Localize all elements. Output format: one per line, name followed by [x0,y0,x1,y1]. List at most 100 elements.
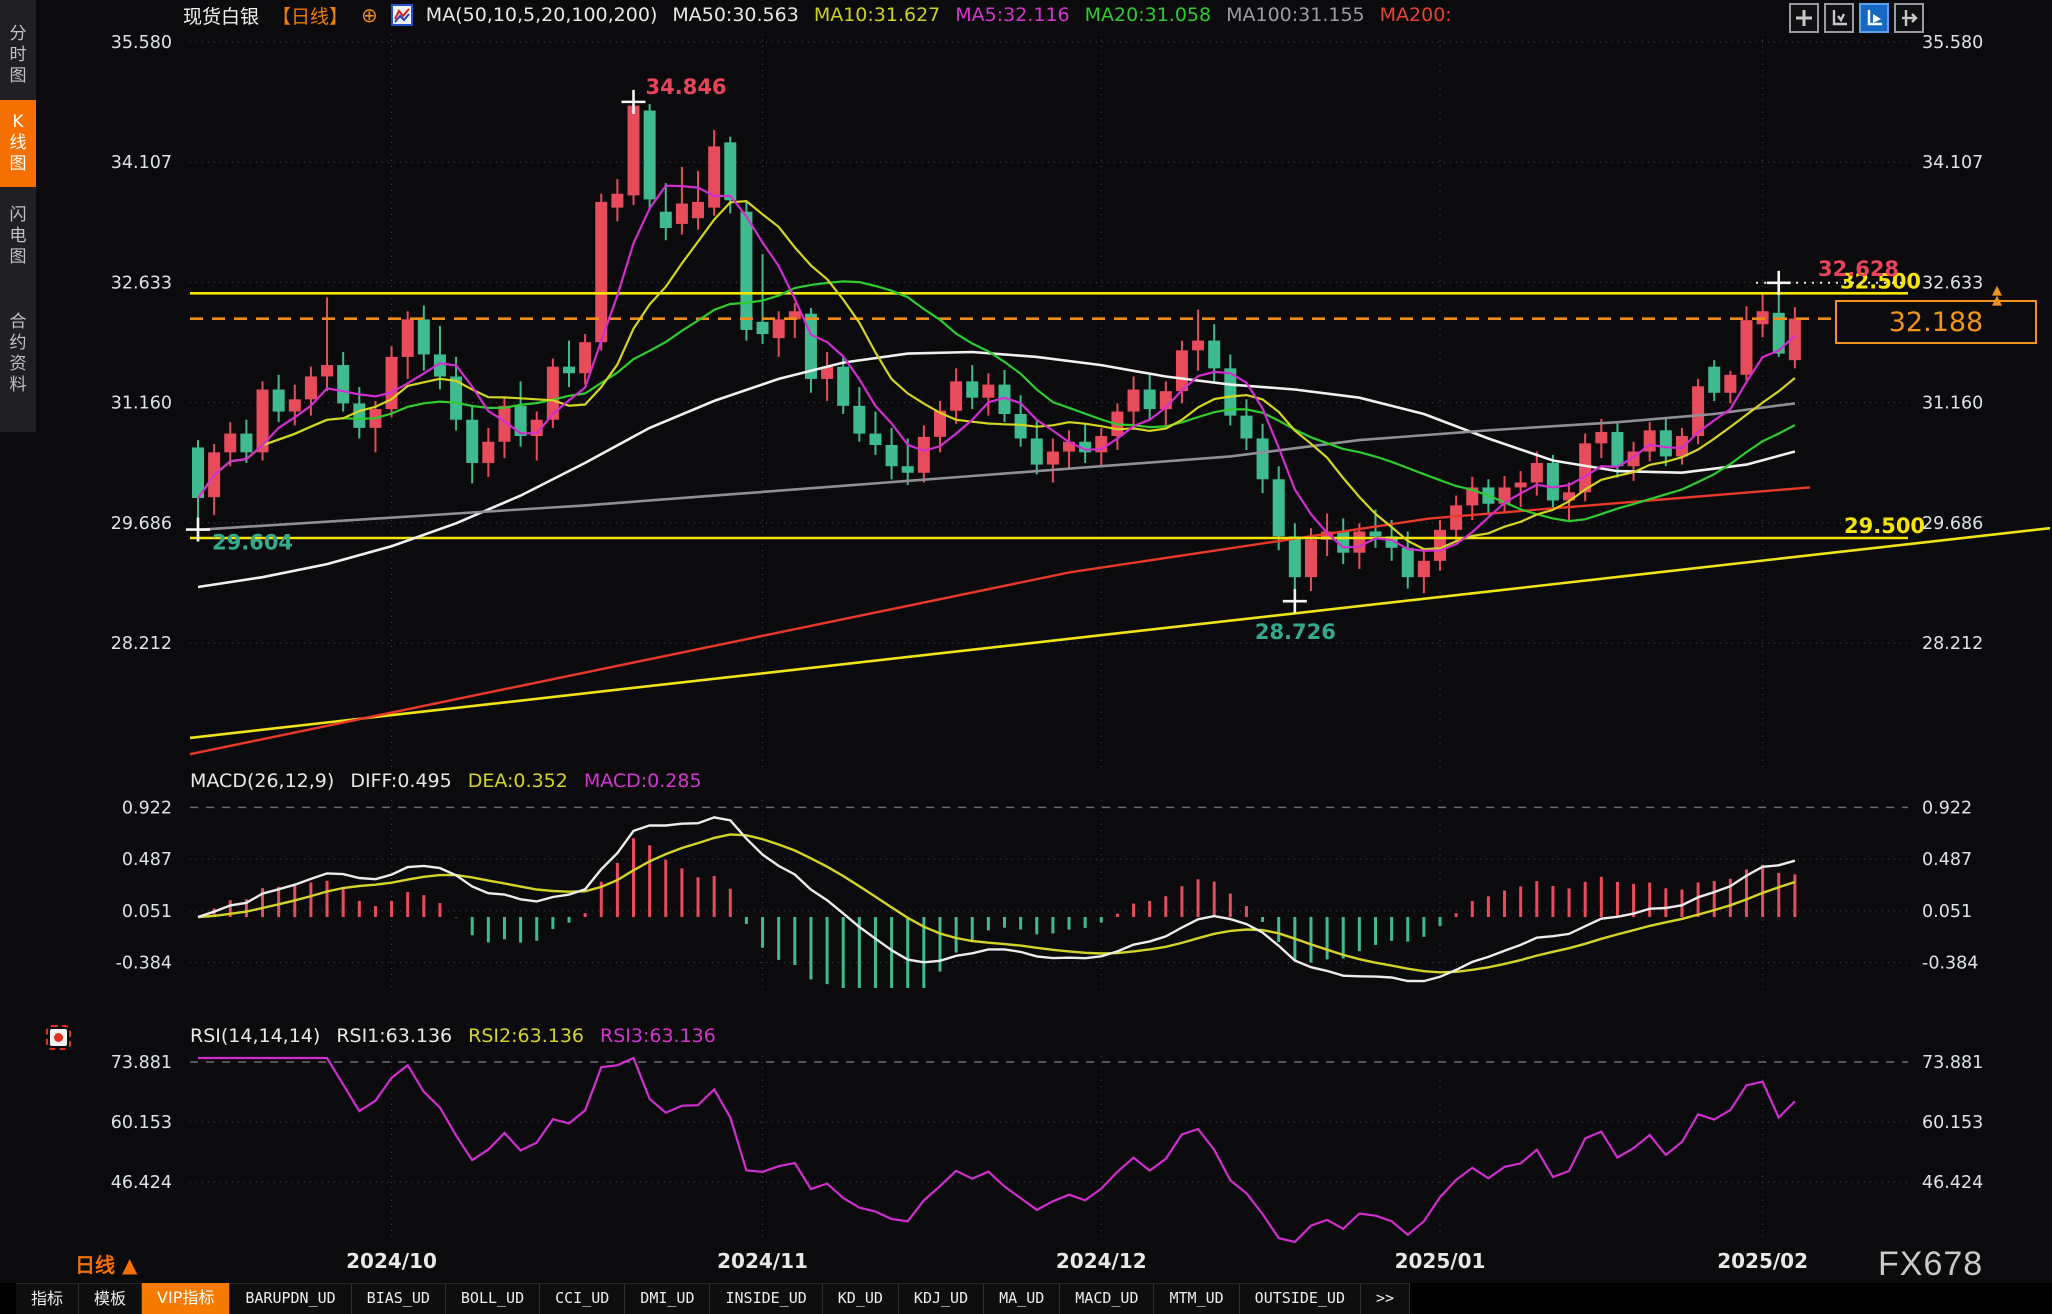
price-line-label: 32.500 [1840,269,1921,293]
candlestick-series [192,101,1801,602]
y-axis-label: 0.051 [122,902,172,922]
indicator-chart-icon[interactable] [390,4,413,26]
indicator-readout: RSI(14,14,14) [190,1025,321,1047]
extreme-price-label: 34.846 [646,75,727,99]
trendlines: 32.500 29.500 [189,269,2051,756]
x-axis-label: 2024/10 [346,1249,437,1273]
ma-readout: MA10:31.627 [813,4,941,26]
sidebar-tab-contract-info[interactable]: 合约资料 [0,288,36,420]
indicator-readout: RSI1:63.136 [336,1025,453,1047]
y-axis-label: 0.487 [122,850,172,870]
toolbar-button-mtm_ud[interactable]: MTM_UD [1154,1283,1240,1314]
x-axis-label: 2024/11 [717,1249,808,1273]
toolbar-button-ma_ud[interactable]: MA_UD [984,1283,1061,1314]
extreme-price-label: 28.726 [1255,620,1336,644]
y-axis-label: 0.922 [122,798,172,818]
toolbar-button--[interactable]: 指标 [16,1283,80,1314]
toolbar-button-barupdn_ud[interactable]: BARUPDN_UD [230,1283,352,1314]
indicator-readout: DEA:0.352 [467,770,568,792]
x-axis-label: 2025/02 [1717,1249,1809,1273]
toolbar-button-boll_ud[interactable]: BOLL_UD [445,1283,541,1314]
ma-lines [197,184,1796,589]
toolbar-button--[interactable]: >> [1360,1283,1411,1314]
sidebar: 分时图 K线图 闪电图 合约资料 [0,0,36,432]
y-axis-label: 35.580 [1922,33,1983,53]
period-selector[interactable]: 日线 ▲ [75,1253,138,1277]
indicator-toolbar: 指标 模板 VIP指标 BARUPDN_UD BIAS_UD BOLL_UD CCI_UD D… [0,1283,2052,1314]
ma-readout: MA200: [1379,4,1452,26]
indicator-readout: MACD(26,12,9) [190,770,335,792]
ma-readout: MA5:32.116 [955,4,1070,26]
toolbar-button-inside_ud[interactable]: INSIDE_UD [710,1283,823,1314]
ma-readout: MA(50,10,5,20,100,200) [425,4,658,26]
toolbar-button-cci_ud[interactable]: CCI_UD [540,1283,626,1314]
y-axis-label: 29.686 [111,514,172,534]
y-axis-label: -0.384 [1922,954,1978,974]
sidebar-tab-kline[interactable]: K线图 [0,100,36,187]
chart-header: 现货白银 【日线】 ⊕ MA(50,10,5,20,100,200) MA50:3… [36,0,2052,30]
pan-icon[interactable] [1789,3,1819,33]
y-axis-label: 46.424 [111,1173,172,1193]
y-axis-label: 35.580 [111,33,172,53]
x-axis-label: 2025/01 [1394,1249,1486,1273]
y-axis-label: 31.160 [1922,394,1983,414]
y-axis-label: 60.153 [1922,1113,1983,1133]
chart-tool-buttons [1789,3,1924,33]
circle-plus-icon[interactable]: ⊕ [361,3,378,27]
indicator-readout: RSI3:63.136 [600,1025,716,1047]
y-axis-label: 28.212 [111,634,172,654]
ma-readout: MA100:31.155 [1226,4,1365,26]
chart-canvas[interactable]: 32.50029.50034.84629.60428.72632.62835.5… [36,30,2052,1243]
y-axis-label: 31.160 [111,394,172,414]
y-axis-label: 34.107 [1922,153,1983,173]
toolbar-button-kdj_ud[interactable]: KDJ_UD [898,1283,985,1314]
y-axis-labels: 35.580 35.580 34.107 34.107 32.633 32.633 31.1… [111,33,1983,1193]
ma-readouts: MA(50,10,5,20,100,200) MA50:30.563 MA10:31… [426,4,1452,26]
price-up-arrows-icon: ▲ ▲ [1992,283,2002,308]
rsi-header: RSI(14,14,14) RSI1:63.136 RSI2:63.136 RSI3:… [190,1025,716,1047]
macd-header: MACD(26,12,9) DIFF:0.495 DEA:0.352 MACD:0.2… [190,770,702,792]
macd-panel [197,816,1797,988]
y-axis-label: 34.107 [111,153,172,173]
x-axis-label: 2024/12 [1055,1249,1147,1273]
ma-readout: MA20:31.058 [1084,4,1212,26]
toolbar-button-kd_ud[interactable]: KD_UD [822,1283,899,1314]
alert-dot-icon[interactable] [46,1025,71,1050]
y-axis-label: 46.424 [1922,1173,1983,1193]
period-tag[interactable]: 【日线】 [272,5,349,28]
current-price-box: 32.188 [1835,300,2037,344]
toolbar-button-outside_ud[interactable]: OUTSIDE_UD [1239,1283,1361,1314]
sidebar-tab-flash[interactable]: 闪电图 [0,192,36,280]
sidebar-tab-timeline[interactable]: 分时图 [0,16,36,94]
gridlines [190,34,1908,1242]
toolbar-button-dmi_ud[interactable]: DMI_UD [625,1283,711,1314]
y-axis-label: 0.922 [1922,798,1972,818]
rsi-panel [198,1056,1796,1243]
toolbar-button-vip-[interactable]: VIP指标 [142,1283,231,1314]
symbol-name: 现货白银 [183,5,260,28]
chart-main-area: 现货白银 【日线】 ⊕ MA(50,10,5,20,100,200) MA50:3… [36,0,2052,1314]
sidebar-tab-label: K线图 [9,112,27,174]
y-axis-label: 0.051 [1922,902,1972,922]
price-line-label: 29.500 [1844,514,1925,538]
y-axis-label: 0.487 [1922,850,1972,870]
indicator-readout: RSI2:63.136 [468,1025,584,1047]
shift-axis-icon[interactable] [1894,3,1924,33]
sidebar-tab-label: 分时图 [9,23,27,86]
y-axis-label: 60.153 [111,1113,172,1133]
y-axis-label: 29.686 [1922,514,1983,534]
scale-axis-icon[interactable] [1824,3,1854,33]
y-axis-label: 32.633 [1922,273,1983,293]
extreme-price-label: 29.604 [212,531,293,555]
toolbar-button--[interactable]: 模板 [79,1283,143,1314]
y-axis-label: -0.384 [116,954,172,974]
play-axis-icon[interactable] [1859,3,1889,33]
toolbar-button-bias_ud[interactable]: BIAS_UD [351,1283,446,1314]
y-axis-label: 73.881 [1922,1053,1983,1073]
sidebar-tab-label: 闪电图 [9,204,27,267]
watermark: FX678 [1878,1245,1984,1283]
toolbar-button-macd_ud[interactable]: MACD_UD [1060,1283,1155,1314]
toolbar-spacer [0,1283,16,1314]
price-annotations: 34.846 29.604 28.726 32.628 [186,75,1899,644]
